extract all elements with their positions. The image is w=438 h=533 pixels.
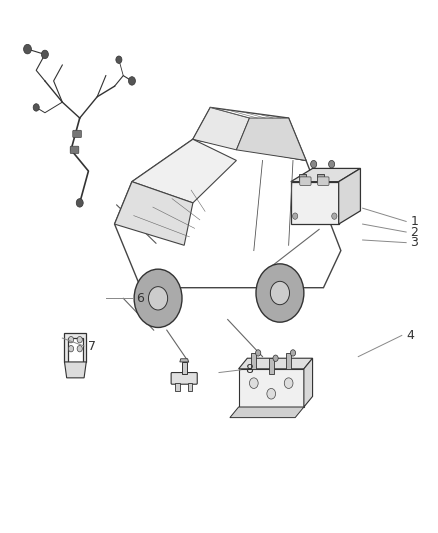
Text: 6: 6 xyxy=(136,292,144,305)
Polygon shape xyxy=(132,139,237,203)
Bar xyxy=(251,353,256,369)
Bar xyxy=(182,362,187,374)
Bar xyxy=(317,174,324,182)
Polygon shape xyxy=(339,168,360,224)
Text: 7: 7 xyxy=(88,340,96,352)
Polygon shape xyxy=(64,362,86,378)
Polygon shape xyxy=(230,407,304,418)
Circle shape xyxy=(255,350,261,356)
Polygon shape xyxy=(291,182,339,224)
Circle shape xyxy=(68,336,74,343)
Bar xyxy=(299,174,306,182)
FancyBboxPatch shape xyxy=(318,177,329,185)
FancyBboxPatch shape xyxy=(70,146,79,154)
Circle shape xyxy=(134,269,182,327)
Polygon shape xyxy=(237,118,306,160)
Circle shape xyxy=(33,104,39,111)
Circle shape xyxy=(42,50,48,59)
Bar xyxy=(187,383,192,391)
Polygon shape xyxy=(239,369,304,407)
Circle shape xyxy=(267,389,276,399)
Circle shape xyxy=(273,355,278,361)
FancyBboxPatch shape xyxy=(300,177,311,185)
Circle shape xyxy=(76,199,83,207)
FancyBboxPatch shape xyxy=(171,373,197,384)
Circle shape xyxy=(284,378,293,389)
Circle shape xyxy=(148,287,168,310)
Circle shape xyxy=(311,160,317,168)
Polygon shape xyxy=(115,182,193,245)
Polygon shape xyxy=(239,358,313,369)
Bar xyxy=(176,383,180,391)
Circle shape xyxy=(290,350,296,356)
Circle shape xyxy=(24,44,32,54)
Circle shape xyxy=(250,378,258,389)
Bar xyxy=(268,358,274,374)
Circle shape xyxy=(328,160,335,168)
Circle shape xyxy=(68,345,74,352)
Text: 8: 8 xyxy=(245,364,253,376)
Polygon shape xyxy=(304,358,313,407)
FancyBboxPatch shape xyxy=(73,130,81,138)
Polygon shape xyxy=(180,359,188,362)
Circle shape xyxy=(128,77,135,85)
Text: 2: 2 xyxy=(410,225,418,239)
Circle shape xyxy=(77,336,82,343)
Text: 1: 1 xyxy=(410,215,418,228)
Polygon shape xyxy=(291,168,360,182)
Circle shape xyxy=(116,56,122,63)
Polygon shape xyxy=(193,108,250,150)
Text: 4: 4 xyxy=(406,329,414,342)
Polygon shape xyxy=(64,333,86,362)
Circle shape xyxy=(77,345,82,352)
Circle shape xyxy=(256,264,304,322)
Circle shape xyxy=(270,281,290,305)
Text: 3: 3 xyxy=(410,236,418,249)
Circle shape xyxy=(293,213,298,219)
Circle shape xyxy=(332,213,337,219)
Bar xyxy=(286,353,291,369)
